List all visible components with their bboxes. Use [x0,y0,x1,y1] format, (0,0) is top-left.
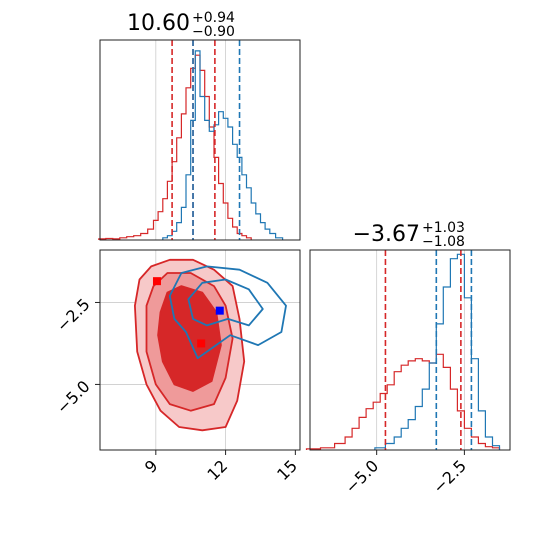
hist-y-title-minus: −1.08 [422,234,465,250]
hist-y-red-hist [305,353,501,450]
hist-x-title-minus: −0.90 [192,24,235,40]
scatter2d-ytick-label-0: −2.5 [53,295,94,336]
hist-x-frame [99,39,301,241]
scatter2d-frame [99,249,301,451]
hist-x-title-plus: +0.94 [192,10,235,26]
hist-y-panel: −3.67 +1.03 −1.08 −5.0 −2.5 [305,220,511,497]
blue-contour-inner [187,278,264,327]
hist-x-red-hist [98,54,252,240]
scatter2d-xtick-label-2: 15 [273,456,301,484]
red-marker-0 [152,277,161,286]
hist-x-blue-hist [162,50,284,240]
hist-y-xtick-label-1: −2.5 [429,456,470,497]
scatter2d-xtick-label-1: 12 [203,456,231,484]
hist-x-panel: 10.60 +0.94 −0.90 [98,10,301,241]
hist-y-blue-hist [374,253,501,450]
hist-y-title-value: −3.67 [353,222,420,247]
hist-y-frame [309,249,511,451]
hist-x-title-value: 10.60 [127,11,190,36]
scatter2d-ytick-label-1: −5.0 [53,377,94,418]
blue-marker-2 [215,306,224,315]
red-marker-1 [197,339,206,348]
hist-y-xtick-label-0: −5.0 [341,456,382,497]
scatter2d-panel: 9 12 15 −2.5 −5.0 [53,249,301,484]
blue-contour-outer [168,265,287,360]
hist-y-title-plus: +1.03 [422,220,465,236]
scatter2d-xtick-label-0: 9 [141,456,162,477]
